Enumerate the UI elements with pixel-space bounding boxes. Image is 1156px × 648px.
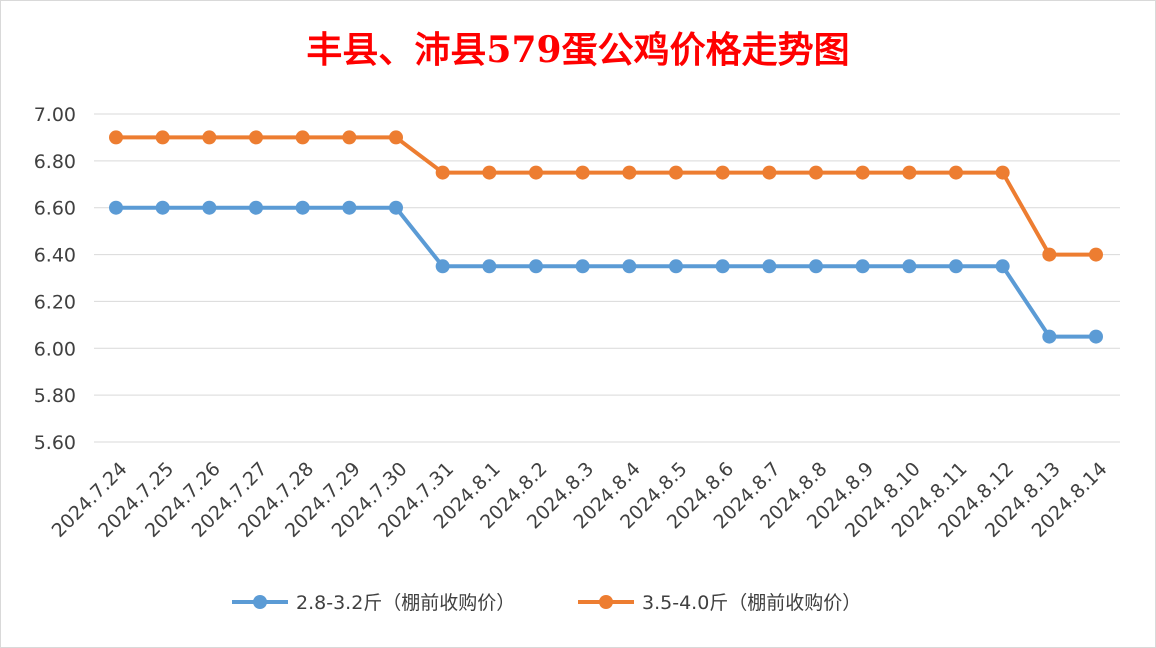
data-point	[1089, 247, 1103, 262]
legend-label: 2.8-3.2斤（棚前收购价）	[296, 592, 515, 614]
y-tick-label: 7.00	[34, 104, 76, 126]
legend-item-2: 3.5-4.0斤（棚前收购价）	[578, 592, 861, 614]
data-point	[342, 200, 357, 215]
data-point	[389, 200, 403, 215]
data-point	[482, 259, 497, 274]
data-point	[575, 259, 590, 274]
data-point	[529, 165, 543, 180]
data-point	[1089, 329, 1103, 344]
y-tick-label: 6.80	[34, 151, 76, 173]
series-1	[109, 200, 1103, 344]
data-point	[995, 259, 1010, 274]
data-point	[435, 259, 450, 274]
data-point	[669, 165, 683, 180]
data-point	[389, 130, 403, 145]
legend-swatch-marker	[599, 595, 613, 609]
y-tick-label: 6.40	[34, 245, 76, 267]
data-point	[482, 165, 497, 180]
legend-label: 3.5-4.0斤（棚前收购价）	[642, 592, 861, 614]
data-point	[1042, 247, 1057, 262]
y-tick-label: 6.00	[34, 338, 76, 360]
data-point	[342, 130, 357, 145]
series-line	[114, 135, 1098, 257]
data-point	[202, 200, 217, 215]
series-layer	[109, 130, 1103, 344]
legend: 2.8-3.2斤（棚前收购价） 3.5-4.0斤（棚前收购价）	[232, 592, 861, 614]
data-point	[762, 259, 777, 274]
y-tick-label: 5.80	[34, 385, 76, 407]
data-point	[809, 165, 823, 180]
y-tick-label: 5.60	[34, 432, 76, 454]
data-point	[529, 259, 543, 274]
data-point	[155, 200, 170, 215]
data-point	[435, 165, 450, 180]
data-point	[715, 165, 730, 180]
data-point	[295, 130, 310, 145]
data-point	[622, 259, 637, 274]
data-point	[902, 259, 917, 274]
series-2	[109, 130, 1103, 262]
data-point	[902, 165, 917, 180]
data-point	[669, 259, 683, 274]
y-tick-label: 6.60	[34, 198, 76, 220]
legend-item-1: 2.8-3.2斤（棚前收购价）	[232, 592, 515, 614]
data-point	[249, 130, 263, 145]
y-tick-label: 6.20	[34, 291, 76, 313]
legend-swatch-marker	[253, 595, 267, 609]
chart-title: 丰县、沛县579蛋公鸡价格走势图	[306, 29, 849, 71]
data-point	[109, 130, 123, 145]
data-point	[855, 259, 870, 274]
data-point	[622, 165, 637, 180]
data-point	[202, 130, 217, 145]
data-point	[295, 200, 310, 215]
data-point	[715, 259, 730, 274]
data-point	[855, 165, 870, 180]
data-point	[1042, 329, 1057, 344]
data-point	[949, 165, 963, 180]
data-point	[249, 200, 263, 215]
data-point	[762, 165, 777, 180]
data-point	[949, 259, 963, 274]
data-point	[809, 259, 823, 274]
data-point	[109, 200, 123, 215]
series-line	[114, 205, 1098, 339]
y-axis-tick-labels: 7.00 6.80 6.60 6.40 6.20 6.00 5.80 5.60	[34, 104, 76, 454]
data-point	[575, 165, 590, 180]
data-point	[155, 130, 170, 145]
data-point	[995, 165, 1010, 180]
